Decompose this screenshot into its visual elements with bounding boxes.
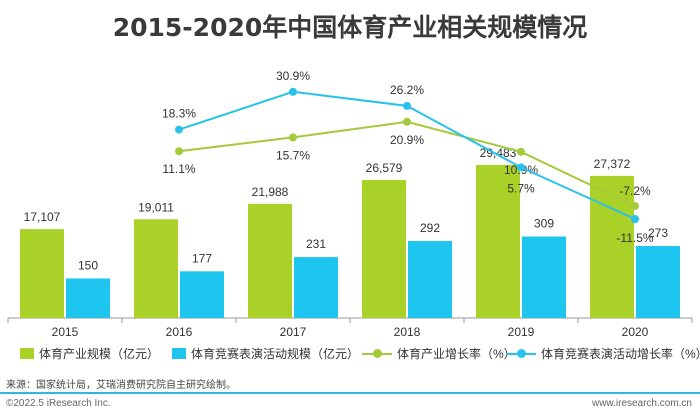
x-tick-label: 2019 xyxy=(508,325,535,339)
line-label-industry-growth: -7.2% xyxy=(619,184,651,198)
line-label-event-growth: 18.3% xyxy=(162,107,196,121)
footer-divider xyxy=(0,392,700,394)
chart-legend: 体育产业规模（亿元） 体育竞赛表演活动规模（亿元） 体育产业增长率（%） 体育竞… xyxy=(20,345,700,365)
point-industry-growth xyxy=(289,133,297,142)
chart-title: 2015-2020年中国体育产业相关规模情况 xyxy=(112,13,588,42)
line-label-event-growth: -11.5% xyxy=(616,231,653,245)
bar-label-industry: 26,579 xyxy=(366,161,403,175)
line-label-industry-growth: 15.7% xyxy=(276,148,310,162)
x-tick-label: 2020 xyxy=(622,325,649,339)
bar-industry xyxy=(248,203,292,318)
bar-label-event: 150 xyxy=(78,258,98,272)
point-event-growth xyxy=(631,215,639,223)
copyright-text: ©2022.5 iResearch Inc. xyxy=(6,398,111,409)
bar-label-industry: 19,011 xyxy=(138,200,174,214)
x-tick-label: 2017 xyxy=(280,325,307,339)
bar-industry xyxy=(134,219,178,318)
x-tick-label: 2016 xyxy=(166,325,193,339)
bar-event xyxy=(408,241,452,318)
legend-swatch-industry xyxy=(20,348,34,359)
legend-item-event-growth: 体育竞赛表演活动增长率（%） xyxy=(506,345,700,362)
legend-label-event-growth: 体育竞赛表演活动增长率（%） xyxy=(541,347,700,361)
website-link[interactable]: www.iresearch.com.cn xyxy=(591,398,692,409)
bar-label-event: 292 xyxy=(420,221,440,235)
bar-event xyxy=(66,278,110,318)
bar-event xyxy=(636,246,680,318)
line-label-event-growth: 5.7% xyxy=(507,181,535,195)
line-label-industry-growth: 11.1% xyxy=(162,162,195,176)
legend-label-event: 体育竞赛表演活动规模（亿元） xyxy=(191,347,360,361)
bar-industry xyxy=(362,180,406,318)
line-label-event-growth: 26.2% xyxy=(390,83,424,97)
line-label-industry-growth: 20.9% xyxy=(390,133,424,147)
bar-event xyxy=(294,257,338,318)
chart-canvas: 17,107 150 2015 19,011 177 2016 21,988 231 2017 2… xyxy=(7,69,693,339)
legend-item-industry-growth: 体育产业增长率（%） xyxy=(362,345,516,362)
point-event-growth xyxy=(289,87,297,96)
x-tick-label: 2018 xyxy=(394,325,421,339)
legend-item-industry: 体育产业规模（亿元） xyxy=(20,345,159,362)
bar-event xyxy=(180,271,224,318)
bar-label-event: 273 xyxy=(648,226,668,240)
bar-industry xyxy=(20,229,64,318)
bar-event xyxy=(522,236,566,318)
legend-swatch-event-growth xyxy=(506,348,536,359)
bar-industry xyxy=(476,164,520,318)
bar-label-event: 231 xyxy=(306,237,326,251)
point-industry-growth xyxy=(403,117,411,126)
legend-label-industry-growth: 体育产业增长率（%） xyxy=(397,347,516,361)
bar-label-event: 177 xyxy=(192,251,212,265)
line-label-event-growth: 30.9% xyxy=(276,69,310,83)
point-industry-growth xyxy=(175,147,183,156)
legend-label-industry: 体育产业规模（亿元） xyxy=(39,347,160,361)
point-event-growth xyxy=(175,125,183,134)
bar-label-industry: 17,107 xyxy=(24,210,61,224)
point-event-growth xyxy=(517,163,525,172)
point-industry-growth xyxy=(631,202,639,211)
bar-label-industry: 21,988 xyxy=(252,185,289,199)
bar-industry xyxy=(590,175,634,318)
point-industry-growth xyxy=(517,147,525,156)
bar-label-industry: 27,372 xyxy=(594,157,631,171)
line-event-growth xyxy=(178,90,636,220)
point-event-growth xyxy=(403,101,411,110)
source-note: 来源：国家统计局，艾瑞消费研究院自主研究绘制。 xyxy=(6,380,236,391)
legend-swatch-event xyxy=(172,348,186,359)
x-tick-label: 2015 xyxy=(52,325,79,339)
legend-swatch-industry-growth xyxy=(362,348,392,359)
legend-item-event: 体育竞赛表演活动规模（亿元） xyxy=(172,345,359,362)
bar-label-event: 309 xyxy=(534,217,554,231)
